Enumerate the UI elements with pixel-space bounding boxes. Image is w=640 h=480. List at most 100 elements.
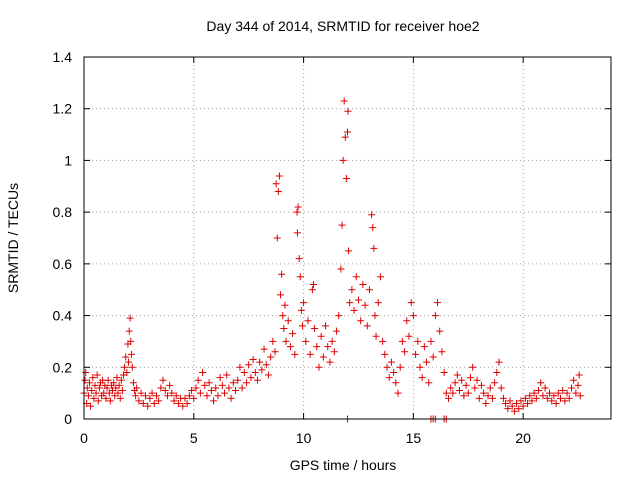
data-point bbox=[510, 407, 518, 415]
data-point bbox=[280, 325, 288, 332]
data-point bbox=[337, 265, 345, 273]
data-point bbox=[249, 356, 257, 364]
data-point bbox=[93, 371, 101, 379]
data-point bbox=[515, 405, 523, 413]
data-point bbox=[466, 374, 474, 382]
data-point bbox=[212, 384, 220, 392]
data-point bbox=[272, 180, 280, 188]
data-point bbox=[559, 387, 567, 395]
data-point bbox=[372, 332, 380, 340]
data-point bbox=[506, 397, 514, 405]
data-point bbox=[574, 381, 582, 389]
data-point bbox=[357, 317, 365, 325]
data-point bbox=[330, 348, 338, 356]
y-tick-label: 0 bbox=[64, 411, 72, 427]
data-point bbox=[535, 387, 543, 395]
data-point bbox=[240, 368, 248, 376]
data-point bbox=[359, 281, 367, 289]
x-tick-label: 0 bbox=[80, 430, 88, 446]
data-point bbox=[338, 221, 346, 229]
data-point bbox=[539, 392, 547, 400]
data-point bbox=[199, 368, 207, 376]
data-point bbox=[335, 312, 343, 320]
data-point bbox=[442, 389, 450, 397]
data-point bbox=[90, 394, 98, 402]
data-point bbox=[475, 394, 483, 402]
data-point bbox=[508, 402, 516, 410]
data-point bbox=[94, 397, 102, 405]
data-point bbox=[245, 361, 253, 369]
data-point bbox=[88, 387, 96, 395]
data-point bbox=[118, 387, 126, 395]
data-point bbox=[117, 376, 125, 384]
data-point bbox=[81, 376, 89, 384]
data-point bbox=[379, 337, 387, 345]
data-point bbox=[172, 392, 180, 400]
data-point bbox=[278, 270, 286, 278]
data-point bbox=[434, 299, 442, 307]
data-point bbox=[207, 387, 215, 395]
data-point bbox=[223, 371, 231, 379]
data-point bbox=[296, 273, 304, 281]
data-point bbox=[528, 397, 536, 405]
data-point bbox=[103, 384, 111, 392]
data-point bbox=[526, 392, 534, 400]
data-point bbox=[275, 172, 283, 180]
data-point bbox=[396, 363, 404, 371]
data-point bbox=[159, 376, 167, 384]
data-point bbox=[284, 317, 292, 325]
data-point bbox=[253, 376, 261, 384]
x-tick-label: 5 bbox=[190, 430, 198, 446]
data-point bbox=[181, 394, 189, 402]
data-point bbox=[471, 384, 479, 392]
data-point bbox=[298, 322, 306, 330]
data-point bbox=[179, 402, 187, 410]
data-point bbox=[429, 353, 437, 361]
data-point bbox=[291, 350, 299, 358]
data-point bbox=[282, 337, 290, 345]
x-tick-label: 10 bbox=[296, 430, 312, 446]
data-point bbox=[464, 389, 472, 397]
data-point bbox=[273, 234, 281, 242]
data-point bbox=[405, 332, 413, 340]
data-point bbox=[170, 397, 178, 405]
data-point bbox=[129, 379, 137, 387]
data-point bbox=[519, 402, 527, 410]
data-point bbox=[137, 389, 145, 397]
data-point bbox=[146, 394, 154, 402]
data-point bbox=[524, 399, 532, 407]
data-point bbox=[365, 286, 373, 294]
data-point bbox=[144, 402, 152, 410]
data-point bbox=[218, 381, 226, 389]
data-point bbox=[484, 392, 492, 400]
data-point bbox=[82, 368, 90, 376]
data-point bbox=[127, 337, 135, 345]
data-point bbox=[326, 358, 334, 366]
data-point bbox=[221, 389, 229, 397]
data-point bbox=[214, 392, 222, 400]
data-point bbox=[85, 379, 93, 387]
data-point bbox=[370, 244, 378, 252]
data-point bbox=[157, 384, 165, 392]
data-point bbox=[258, 366, 266, 374]
data-point bbox=[148, 389, 156, 397]
data-point bbox=[194, 376, 202, 384]
data-point bbox=[418, 374, 426, 382]
data-point bbox=[166, 381, 174, 389]
data-point bbox=[414, 337, 422, 345]
data-point bbox=[110, 379, 118, 387]
data-point bbox=[210, 397, 218, 405]
data-point bbox=[135, 397, 143, 405]
data-point bbox=[556, 394, 564, 402]
data-point bbox=[517, 397, 525, 405]
data-point bbox=[139, 399, 147, 407]
data-point bbox=[324, 343, 332, 351]
data-point bbox=[381, 350, 389, 358]
data-point bbox=[563, 389, 571, 397]
data-point bbox=[499, 394, 507, 402]
data-point bbox=[340, 97, 348, 105]
data-point bbox=[279, 312, 287, 320]
data-point bbox=[333, 327, 341, 335]
data-point bbox=[550, 392, 558, 400]
